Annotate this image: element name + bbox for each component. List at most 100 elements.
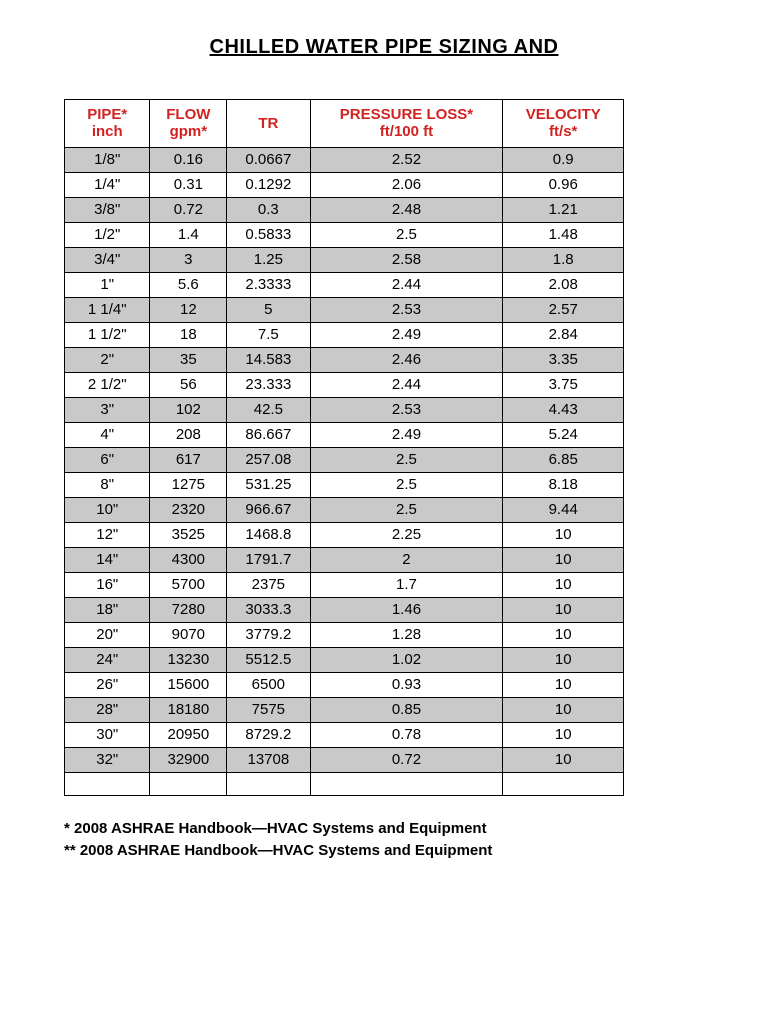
cell-flow: 15600 <box>150 672 227 697</box>
cell-tr: 1791.7 <box>227 547 310 572</box>
cell-pipe: 26" <box>65 672 150 697</box>
cell-pipe: 2 1/2" <box>65 372 150 397</box>
cell-tr: 3779.2 <box>227 622 310 647</box>
footnotes: * 2008 ASHRAE Handbook—HVAC Systems and … <box>64 818 708 863</box>
cell-vel: 10 <box>503 697 624 722</box>
table-row: 14"43001791.7210 <box>65 547 624 572</box>
cell-flow: 3 <box>150 247 227 272</box>
table-row: 3/4"31.252.581.8 <box>65 247 624 272</box>
cell-pipe: 6" <box>65 447 150 472</box>
cell-empty <box>227 772 310 795</box>
cell-pipe: 1" <box>65 272 150 297</box>
cell-tr: 8729.2 <box>227 722 310 747</box>
col-header-flow: FLOWgpm* <box>150 100 227 148</box>
table-row-empty <box>65 772 624 795</box>
cell-press: 2.49 <box>310 322 503 347</box>
cell-pipe: 16" <box>65 572 150 597</box>
cell-pipe: 3" <box>65 397 150 422</box>
table-row: 2 1/2"5623.3332.443.75 <box>65 372 624 397</box>
cell-pipe: 28" <box>65 697 150 722</box>
cell-flow: 0.31 <box>150 172 227 197</box>
cell-flow: 0.16 <box>150 147 227 172</box>
cell-press: 2.53 <box>310 397 503 422</box>
cell-press: 2.5 <box>310 497 503 522</box>
document-page: CHILLED WATER PIPE SIZING AND PIPE*inch … <box>0 0 768 863</box>
cell-pipe: 1/8" <box>65 147 150 172</box>
cell-flow: 3525 <box>150 522 227 547</box>
cell-tr: 3033.3 <box>227 597 310 622</box>
cell-press: 2.5 <box>310 472 503 497</box>
cell-press: 0.85 <box>310 697 503 722</box>
cell-pipe: 8" <box>65 472 150 497</box>
cell-flow: 35 <box>150 347 227 372</box>
cell-flow: 5700 <box>150 572 227 597</box>
table-row: 24"132305512.51.0210 <box>65 647 624 672</box>
cell-tr: 1.25 <box>227 247 310 272</box>
table-row: 12"35251468.82.2510 <box>65 522 624 547</box>
footnote-line: * 2008 ASHRAE Handbook—HVAC Systems and … <box>64 818 708 841</box>
cell-tr: 7575 <box>227 697 310 722</box>
cell-flow: 2320 <box>150 497 227 522</box>
table-row: 1/2"1.40.58332.51.48 <box>65 222 624 247</box>
table-row: 28"1818075750.8510 <box>65 697 624 722</box>
cell-pipe: 1/2" <box>65 222 150 247</box>
cell-pipe: 1 1/4" <box>65 297 150 322</box>
cell-press: 2 <box>310 547 503 572</box>
cell-press: 0.78 <box>310 722 503 747</box>
cell-pipe: 24" <box>65 647 150 672</box>
table-row: 10"2320966.672.59.44 <box>65 497 624 522</box>
cell-vel: 10 <box>503 597 624 622</box>
cell-vel: 3.75 <box>503 372 624 397</box>
cell-tr: 14.583 <box>227 347 310 372</box>
cell-press: 2.25 <box>310 522 503 547</box>
cell-vel: 1.48 <box>503 222 624 247</box>
cell-press: 2.44 <box>310 372 503 397</box>
col-header-press: PRESSURE LOSS*ft/100 ft <box>310 100 503 148</box>
cell-press: 0.93 <box>310 672 503 697</box>
cell-pipe: 32" <box>65 747 150 772</box>
cell-flow: 1.4 <box>150 222 227 247</box>
cell-pipe: 12" <box>65 522 150 547</box>
cell-tr: 2.3333 <box>227 272 310 297</box>
cell-vel: 10 <box>503 622 624 647</box>
cell-tr: 5 <box>227 297 310 322</box>
cell-vel: 8.18 <box>503 472 624 497</box>
cell-vel: 0.9 <box>503 147 624 172</box>
table-row: 26"1560065000.9310 <box>65 672 624 697</box>
cell-pipe: 14" <box>65 547 150 572</box>
cell-vel: 1.8 <box>503 247 624 272</box>
cell-vel: 10 <box>503 747 624 772</box>
cell-tr: 7.5 <box>227 322 310 347</box>
cell-pipe: 18" <box>65 597 150 622</box>
cell-empty <box>310 772 503 795</box>
table-row: 3/8"0.720.32.481.21 <box>65 197 624 222</box>
table-row: 16"570023751.710 <box>65 572 624 597</box>
cell-press: 1.28 <box>310 622 503 647</box>
cell-flow: 18180 <box>150 697 227 722</box>
cell-vel: 5.24 <box>503 422 624 447</box>
cell-flow: 5.6 <box>150 272 227 297</box>
table-row: 1"5.62.33332.442.08 <box>65 272 624 297</box>
cell-press: 2.5 <box>310 222 503 247</box>
cell-flow: 20950 <box>150 722 227 747</box>
cell-tr: 1468.8 <box>227 522 310 547</box>
cell-vel: 10 <box>503 672 624 697</box>
cell-tr: 13708 <box>227 747 310 772</box>
cell-tr: 6500 <box>227 672 310 697</box>
cell-press: 2.46 <box>310 347 503 372</box>
table-row: 4"20886.6672.495.24 <box>65 422 624 447</box>
cell-tr: 0.5833 <box>227 222 310 247</box>
cell-empty <box>503 772 624 795</box>
table-row: 6"617257.082.56.85 <box>65 447 624 472</box>
table-row: 3"10242.52.534.43 <box>65 397 624 422</box>
cell-pipe: 3/4" <box>65 247 150 272</box>
cell-press: 2.52 <box>310 147 503 172</box>
cell-pipe: 3/8" <box>65 197 150 222</box>
table-row: 1 1/2"187.52.492.84 <box>65 322 624 347</box>
cell-vel: 0.96 <box>503 172 624 197</box>
cell-flow: 102 <box>150 397 227 422</box>
cell-press: 2.53 <box>310 297 503 322</box>
table-row: 1 1/4"1252.532.57 <box>65 297 624 322</box>
table-row: 18"72803033.31.4610 <box>65 597 624 622</box>
cell-tr: 0.0667 <box>227 147 310 172</box>
